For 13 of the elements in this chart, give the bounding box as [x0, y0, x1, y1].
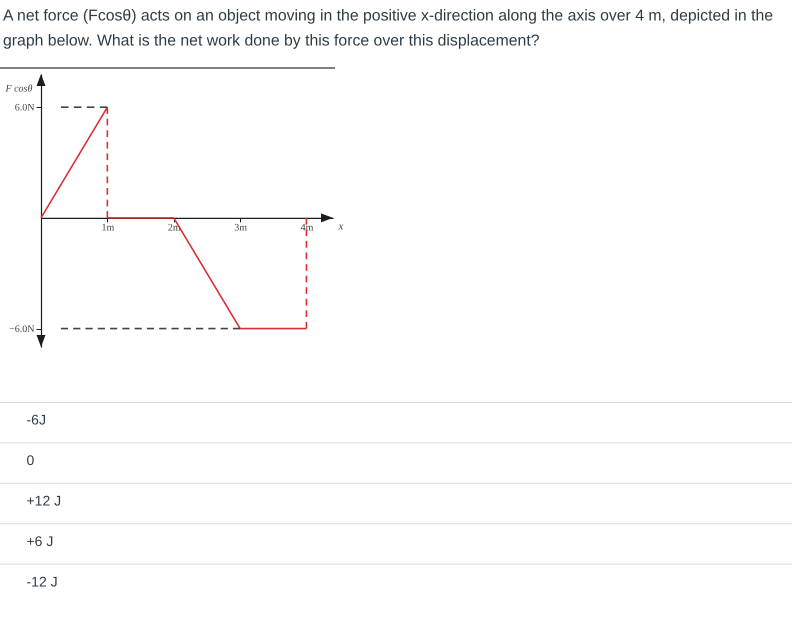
x-axis-title: x	[338, 220, 344, 232]
y-tick-label: −6.0N	[9, 324, 34, 336]
text: -6J	[26, 412, 46, 428]
x-tick-label: 1m	[101, 222, 114, 234]
y-tick-label: 6.0N	[14, 102, 34, 114]
x-tick-label: 3m	[234, 222, 248, 234]
text: A net force (Fcosθ) acts on an object moving in the positive x-direction along the axis over 4 m, depicted in the graph below. What is the net work done by this force over this displacement?	[3, 8, 774, 50]
text: +12 J	[26, 492, 62, 508]
text: 0	[26, 452, 34, 468]
text: -12 J	[26, 573, 58, 590]
text: +6 J	[26, 532, 54, 549]
y-axis-title: F cosθ	[4, 84, 32, 94]
x-tick-label: 4m	[300, 222, 314, 234]
